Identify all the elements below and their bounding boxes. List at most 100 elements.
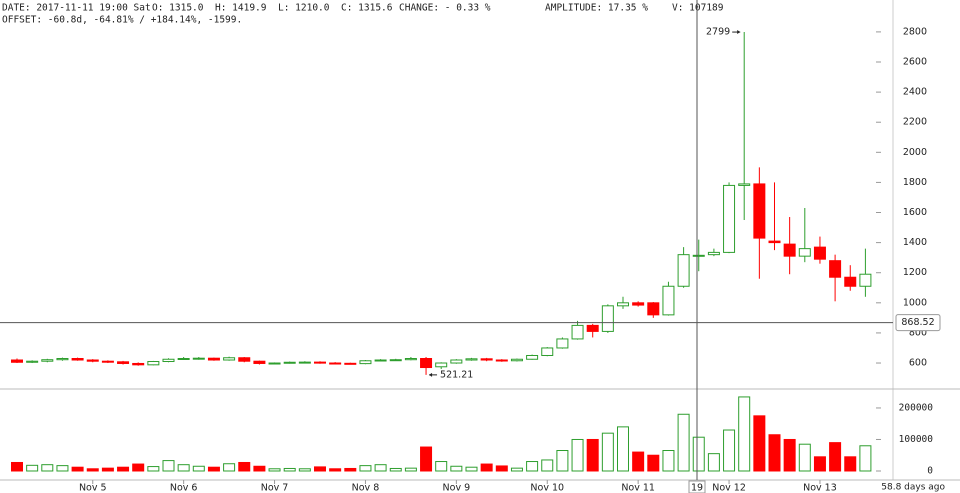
candle-body	[86, 359, 99, 362]
candle-body	[238, 357, 251, 362]
volume-bar	[41, 464, 54, 472]
volume-bar	[738, 396, 751, 472]
x-tick-label: Nov 5	[79, 483, 107, 493]
volume-bar	[495, 465, 508, 472]
volume-bar	[192, 465, 205, 472]
volume-bar	[465, 466, 478, 472]
y-tick-label: 1800	[903, 177, 927, 188]
max-arrow-head	[737, 30, 741, 35]
candle-body	[435, 362, 448, 368]
volume-bar	[829, 442, 842, 472]
volume-bar	[420, 446, 433, 472]
volume-bar	[389, 467, 402, 472]
y-tick-label: 1400	[903, 237, 927, 248]
volume-bar	[526, 461, 539, 472]
candle-body	[344, 362, 357, 365]
candle-body	[314, 361, 326, 364]
volume-bar	[798, 443, 811, 472]
candle-body	[389, 359, 402, 362]
volume-bar	[132, 463, 145, 472]
volume-bar	[177, 464, 190, 472]
volume-bar	[283, 467, 296, 472]
x-tick-label: Nov 9	[443, 483, 471, 493]
candle-body	[798, 248, 811, 257]
crosshair-price-box	[895, 314, 941, 332]
y-tick-label: 1200	[903, 267, 927, 278]
volume-bar	[404, 467, 417, 472]
crosshair-x-label: 19	[691, 483, 703, 493]
footer: 58.8 days ago	[881, 483, 945, 493]
candle-body	[404, 358, 417, 361]
x-tick-label: Nov 13	[803, 483, 837, 493]
volume-bar	[344, 467, 357, 472]
x-tick-label: Nov 8	[352, 483, 380, 493]
candle-body	[677, 254, 690, 287]
candle-body	[253, 360, 266, 364]
candle-body	[556, 338, 569, 349]
volume-bar	[450, 465, 463, 472]
x-tick-label: Nov 11	[621, 483, 655, 493]
candle-body	[132, 362, 145, 366]
y-tick-label: 2200	[903, 117, 927, 128]
x-tick-label: Nov 6	[170, 483, 198, 493]
volume-bar	[329, 468, 342, 472]
volume-bar	[632, 451, 645, 472]
header-field: AMPLITUDE: 17.35 %	[545, 3, 648, 14]
volume-bar	[844, 456, 857, 472]
candle-body	[329, 362, 342, 365]
candle-body	[298, 361, 311, 364]
volume-bar	[71, 466, 84, 472]
y-tick-label: 2600	[903, 57, 927, 68]
candle-body	[359, 360, 372, 365]
candle-body	[692, 254, 705, 257]
volume-bar	[556, 450, 569, 472]
min-label: 521.21	[440, 369, 473, 380]
header-field: C: 1315.6	[341, 3, 393, 14]
candle-body	[768, 240, 781, 244]
y-tick-label: 2000	[903, 147, 927, 158]
candle-body	[480, 358, 493, 361]
candle-body	[813, 246, 826, 260]
volume-bar	[571, 438, 584, 472]
candle-body	[56, 358, 69, 361]
candle-body	[495, 359, 508, 362]
candle-body	[465, 358, 478, 361]
volume-bar	[601, 432, 614, 472]
x-tick-label: Nov 10	[530, 483, 564, 493]
candle-body	[26, 360, 39, 363]
candle-body	[283, 361, 296, 364]
volume-bar	[662, 450, 675, 472]
header-field: H: 1419.9	[215, 3, 267, 14]
candle-body	[723, 184, 736, 253]
volume-bar	[117, 466, 130, 472]
volume-bar	[374, 464, 387, 472]
candle-body	[268, 362, 281, 365]
volume-bar	[435, 461, 448, 472]
header-field: DATE: 2017-11-11 19:00 Sat	[2, 3, 151, 14]
volume-bar	[677, 413, 690, 472]
candle-body	[617, 302, 629, 307]
candle-body	[177, 358, 190, 361]
y-tick-label: 2800	[903, 26, 927, 37]
offset-info: OFFSET: -60.8d, -64.81% / +184.14%, -159…	[2, 15, 242, 26]
volume-bar	[480, 463, 493, 472]
volume-bar	[207, 466, 220, 472]
y-tick-label: 600	[909, 358, 927, 369]
volume-bar	[359, 465, 372, 472]
volume-bar	[162, 460, 175, 472]
y-tick-label: 1000	[903, 297, 927, 308]
volume-tick-label: 200000	[899, 402, 934, 413]
volume-bar	[223, 463, 236, 472]
header-field: CHANGE: - 0.33 %	[399, 3, 491, 14]
volume-bar	[586, 438, 599, 472]
volume-bar	[101, 467, 114, 472]
candle-body	[753, 183, 766, 239]
candle-body	[101, 360, 114, 363]
volume-bar	[617, 426, 629, 472]
volume-bar	[541, 459, 554, 472]
header: DATE: 2017-11-11 19:00 Sat O: 1315.0 H: 14…	[2, 3, 724, 14]
candle-body	[662, 285, 675, 316]
volume-bar	[147, 466, 160, 472]
candle-body	[11, 359, 23, 363]
candle-body	[586, 324, 599, 332]
